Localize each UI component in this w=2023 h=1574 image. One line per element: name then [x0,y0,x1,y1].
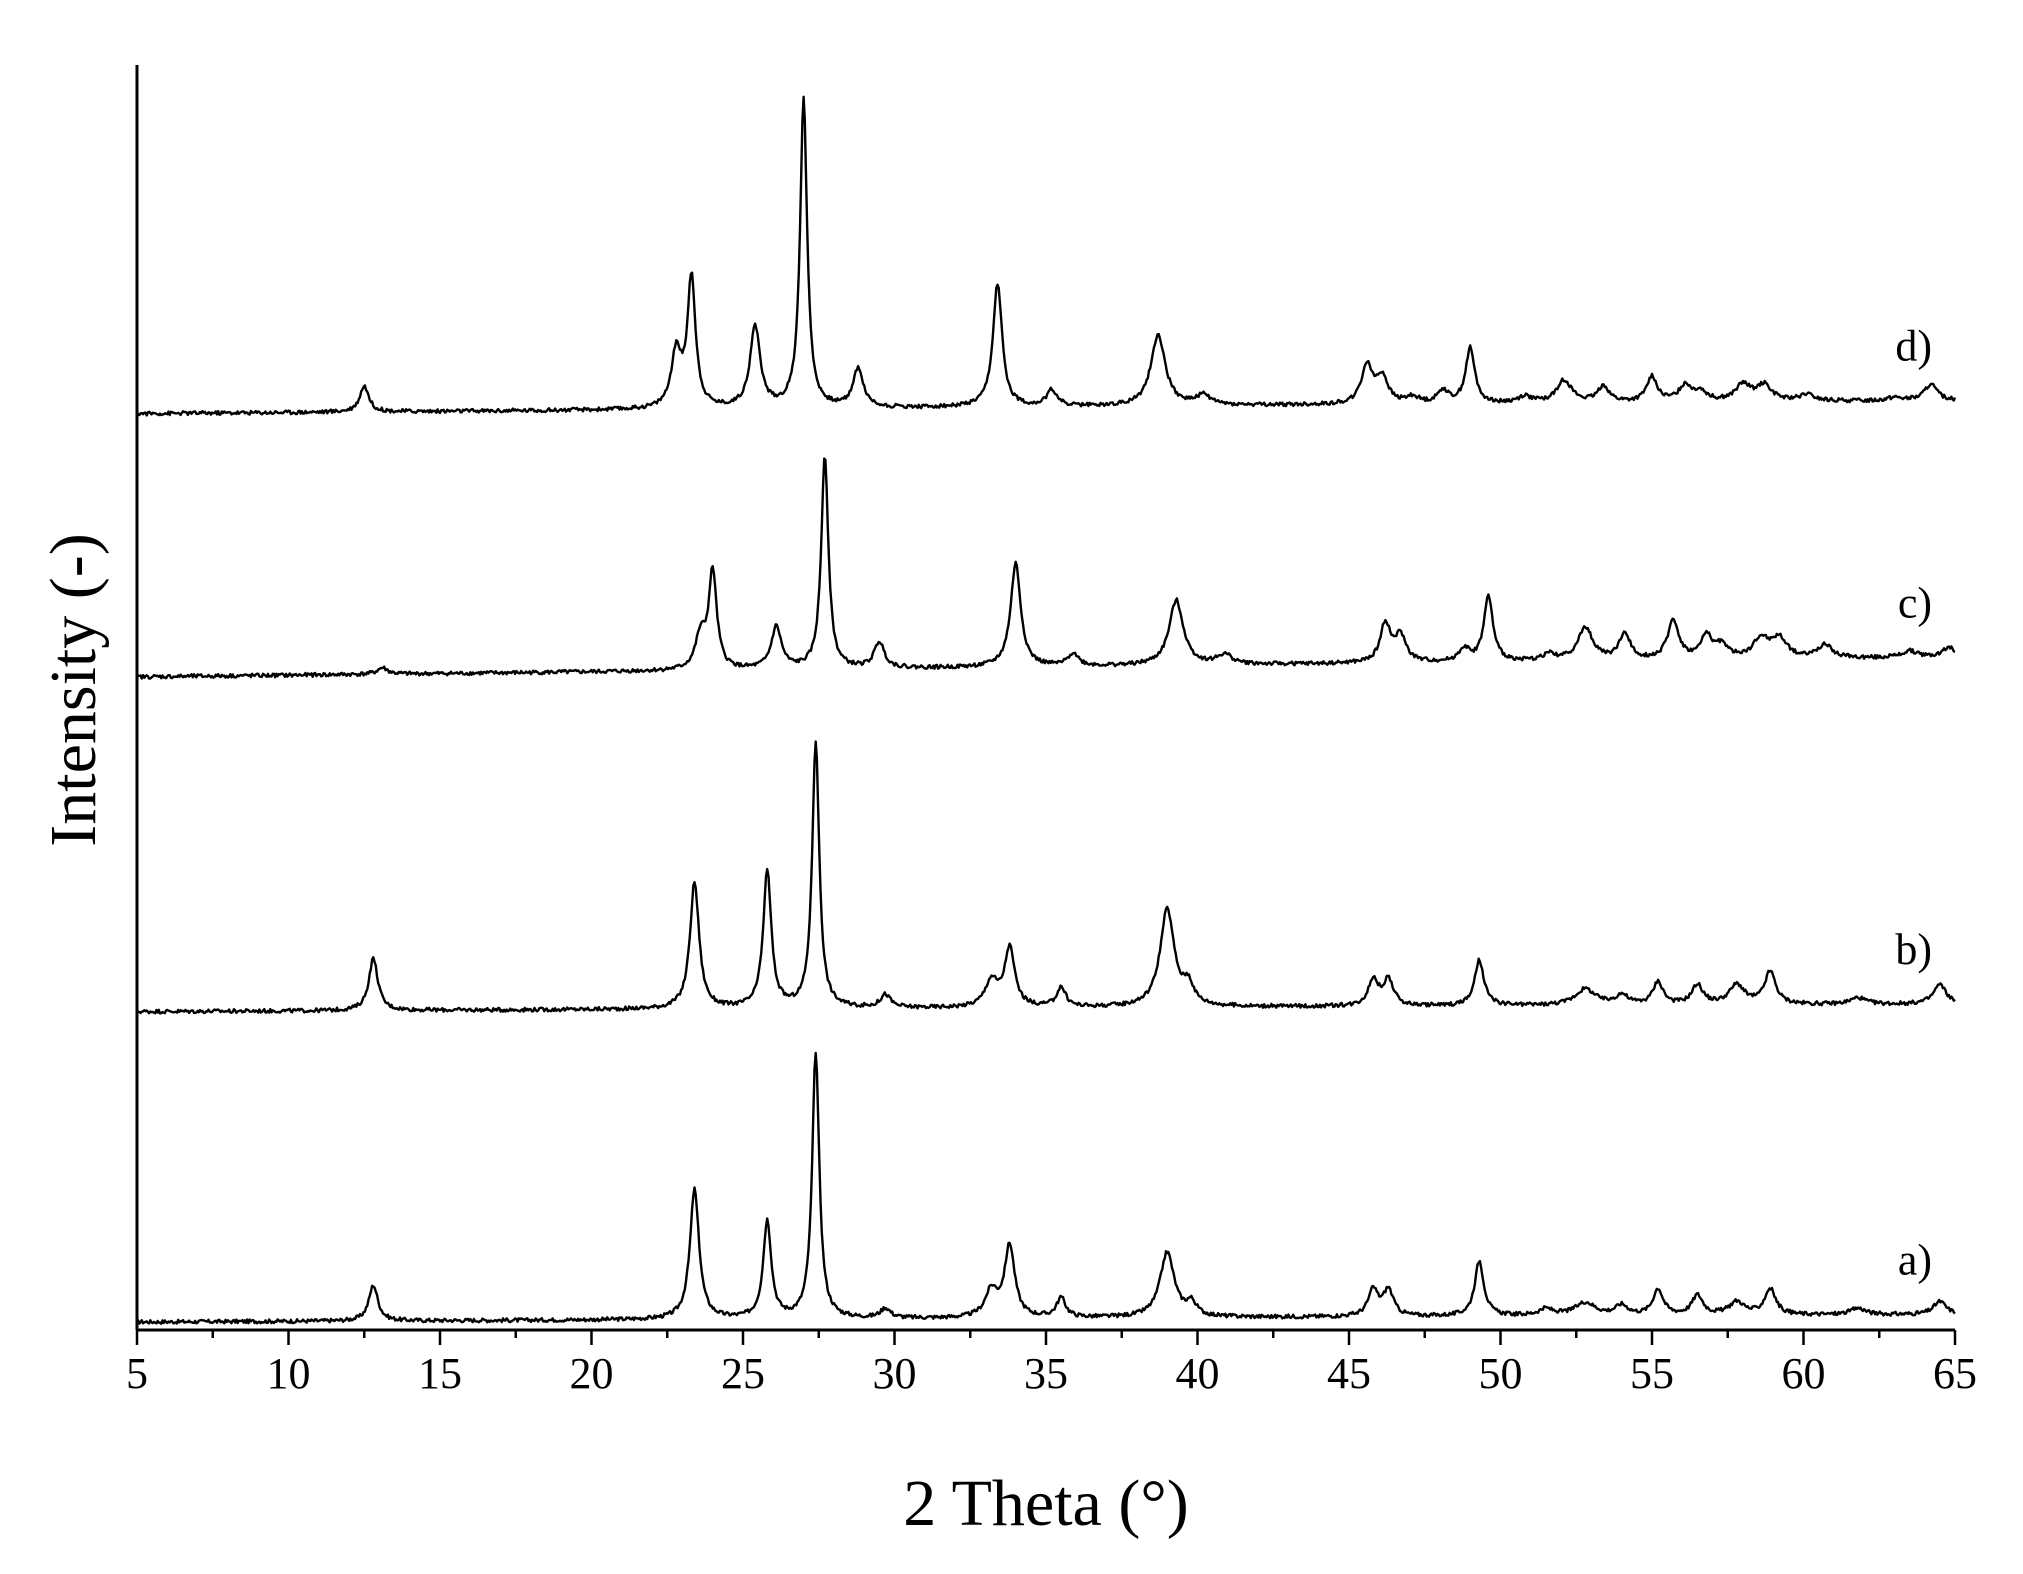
trace-d [135,95,1957,417]
trace-b [135,740,1956,1015]
x-tick-label: 35 [1024,1349,1068,1398]
x-tick-label: 60 [1782,1349,1826,1398]
trace-c [136,457,1956,680]
x-tick-label: 45 [1327,1349,1371,1398]
x-tick-label: 40 [1176,1349,1220,1398]
x-tick-label: 65 [1933,1349,1977,1398]
series-label: a) [1898,1236,1932,1285]
trace-a [136,1051,1956,1325]
x-tick-label: 50 [1479,1349,1523,1398]
x-tick-label: 55 [1630,1349,1674,1398]
x-tick-label: 25 [721,1349,765,1398]
series-labels: a) b) c) d) [1895,322,1932,1285]
x-tick-label: 20 [570,1349,614,1398]
x-axis-ticks [135,1330,1957,1345]
y-axis-title: Intensity (-) [37,533,110,846]
x-tick-label: 30 [873,1349,917,1398]
x-axis-tick-labels: 5 10 15 20 25 30 35 40 45 50 55 60 65 [126,1349,1977,1398]
x-axis-title: 2 Theta (°) [903,1467,1188,1540]
diffraction-traces [135,95,1957,1325]
x-tick-label: 15 [418,1349,462,1398]
x-tick-label: 5 [126,1349,148,1398]
series-label: b) [1895,925,1932,974]
series-label: c) [1898,578,1932,627]
series-label: d) [1895,322,1932,371]
x-tick-label: 10 [267,1349,311,1398]
